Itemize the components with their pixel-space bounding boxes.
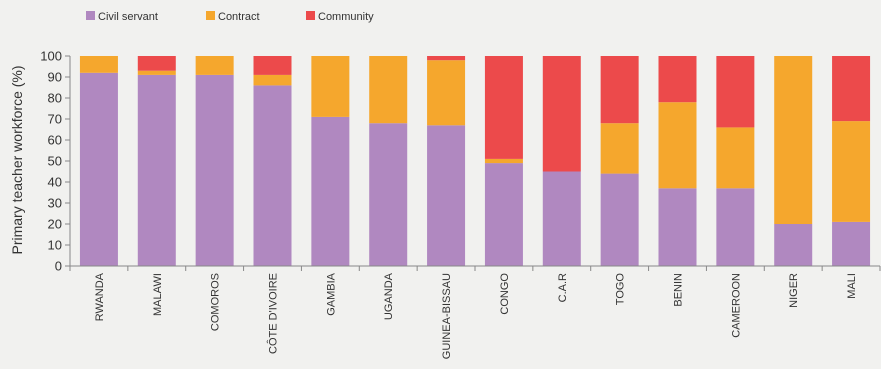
bar-benin-community — [658, 56, 697, 103]
bars — [79, 56, 871, 267]
x-tick-label: TOGO — [615, 273, 627, 306]
x-tick-label: MALAWI — [152, 273, 164, 316]
y-tick-label: 30 — [48, 196, 62, 211]
bar-c-te-d-ivoire-civil-servant — [253, 85, 292, 267]
y-axis-title: Primary teacher workforce (%) — [9, 65, 25, 254]
y-tick-label: 70 — [48, 112, 62, 127]
bar-c-a-r-civil-servant — [542, 171, 581, 266]
bar-stack-rwanda — [79, 56, 118, 266]
y-tick-label: 100 — [40, 49, 62, 64]
bar-rwanda-civil-servant — [79, 72, 118, 266]
legend-item-contract: Contract — [206, 11, 260, 23]
legend-swatch-community — [306, 11, 315, 20]
bar-togo-civil-servant — [600, 173, 639, 266]
x-tick-label: UGANDA — [383, 272, 395, 320]
x-tick-label: CAMEROON — [730, 273, 742, 338]
legend-label-contract: Contract — [218, 11, 260, 23]
y-tick-label: 10 — [48, 238, 62, 253]
bar-malawi-civil-servant — [137, 74, 176, 267]
bar-c-te-d-ivoire-contract — [253, 74, 292, 86]
y-tick-label: 80 — [48, 91, 62, 106]
bar-congo-community — [484, 56, 523, 159]
legend: Civil servant Contract Community — [86, 11, 374, 23]
bar-stack-congo — [484, 56, 523, 266]
bar-stack-mali — [832, 56, 871, 266]
y-tick-label: 90 — [48, 70, 62, 85]
bar-stack-malawi — [137, 56, 176, 267]
bar-cameroon-community — [716, 56, 755, 128]
bar-stack-cameroon — [716, 56, 755, 266]
y-tick-label: 50 — [48, 154, 62, 169]
bar-comoros-civil-servant — [195, 74, 234, 267]
bar-guinea-bissau-community — [427, 56, 466, 61]
x-axis: RWANDA MALAWI COMOROS CÔTE D'IVOIRE GAMBIA UG… — [69, 265, 881, 359]
bar-stack-gambia — [311, 56, 350, 267]
legend-swatch-civil-servant — [86, 11, 95, 20]
legend-item-civil-servant: Civil servant — [86, 11, 158, 23]
bar-malawi-community — [137, 56, 176, 71]
bar-niger-contract — [774, 56, 813, 224]
bar-stack-uganda — [369, 56, 408, 266]
bar-benin-civil-servant — [658, 188, 697, 266]
bar-uganda-civil-servant — [369, 123, 408, 266]
bar-c-te-d-ivoire-community — [253, 56, 292, 75]
y-tick-label: 60 — [48, 133, 62, 148]
bar-stack-togo — [600, 56, 639, 266]
bar-togo-community — [600, 56, 639, 124]
bar-stack-niger — [774, 56, 813, 266]
x-tick-label: GUINEA-BISSAU — [441, 273, 453, 359]
bar-rwanda-contract — [79, 56, 118, 73]
legend-item-community: Community — [306, 11, 374, 23]
bar-malawi-contract — [137, 70, 176, 75]
bar-gambia-civil-servant — [311, 116, 350, 267]
bar-guinea-bissau-contract — [427, 60, 466, 126]
x-tick-label: NIGER — [788, 273, 800, 308]
bar-cameroon-contract — [716, 127, 755, 189]
bar-mali-contract — [832, 121, 871, 222]
y-tick-label: 20 — [48, 217, 62, 232]
bar-congo-contract — [484, 158, 523, 164]
y-tick-label: 0 — [55, 259, 62, 274]
bar-stack-c-a-r — [542, 56, 581, 266]
x-tick-label: COMOROS — [210, 273, 222, 331]
bar-congo-civil-servant — [484, 163, 523, 266]
bar-uganda-contract — [369, 56, 408, 124]
x-tick-label: CONGO — [499, 273, 511, 315]
bar-cameroon-civil-servant — [716, 188, 755, 266]
y-axis: 0 10 20 30 40 50 60 70 80 90 100 — [40, 49, 71, 274]
bar-gambia-contract — [311, 56, 350, 117]
x-tick-label: C.A.R — [557, 273, 569, 302]
bar-stack-comoros — [195, 56, 234, 267]
bar-c-a-r-community — [542, 56, 581, 172]
y-tick-label: 40 — [48, 175, 62, 190]
bar-comoros-contract — [195, 56, 234, 75]
bar-guinea-bissau-civil-servant — [427, 125, 466, 266]
legend-label-community: Community — [318, 11, 374, 23]
x-tick-label: RWANDA — [94, 272, 106, 321]
bar-stack-c-te-d-ivoire — [253, 56, 292, 267]
bar-niger-civil-servant — [774, 224, 813, 266]
legend-label-civil-servant: Civil servant — [98, 11, 158, 23]
legend-swatch-contract — [206, 11, 215, 20]
bar-mali-civil-servant — [832, 221, 871, 266]
bar-togo-contract — [600, 123, 639, 174]
x-tick-label: GAMBIA — [325, 272, 337, 315]
x-tick-label: BENIN — [673, 273, 685, 307]
bar-mali-community — [832, 56, 871, 122]
x-tick-label: MALI — [846, 273, 858, 299]
bar-stack-benin — [658, 56, 697, 266]
bar-benin-contract — [658, 102, 697, 189]
bar-stack-guinea-bissau — [427, 56, 466, 266]
x-tick-label: CÔTE D'IVOIRE — [267, 273, 280, 354]
